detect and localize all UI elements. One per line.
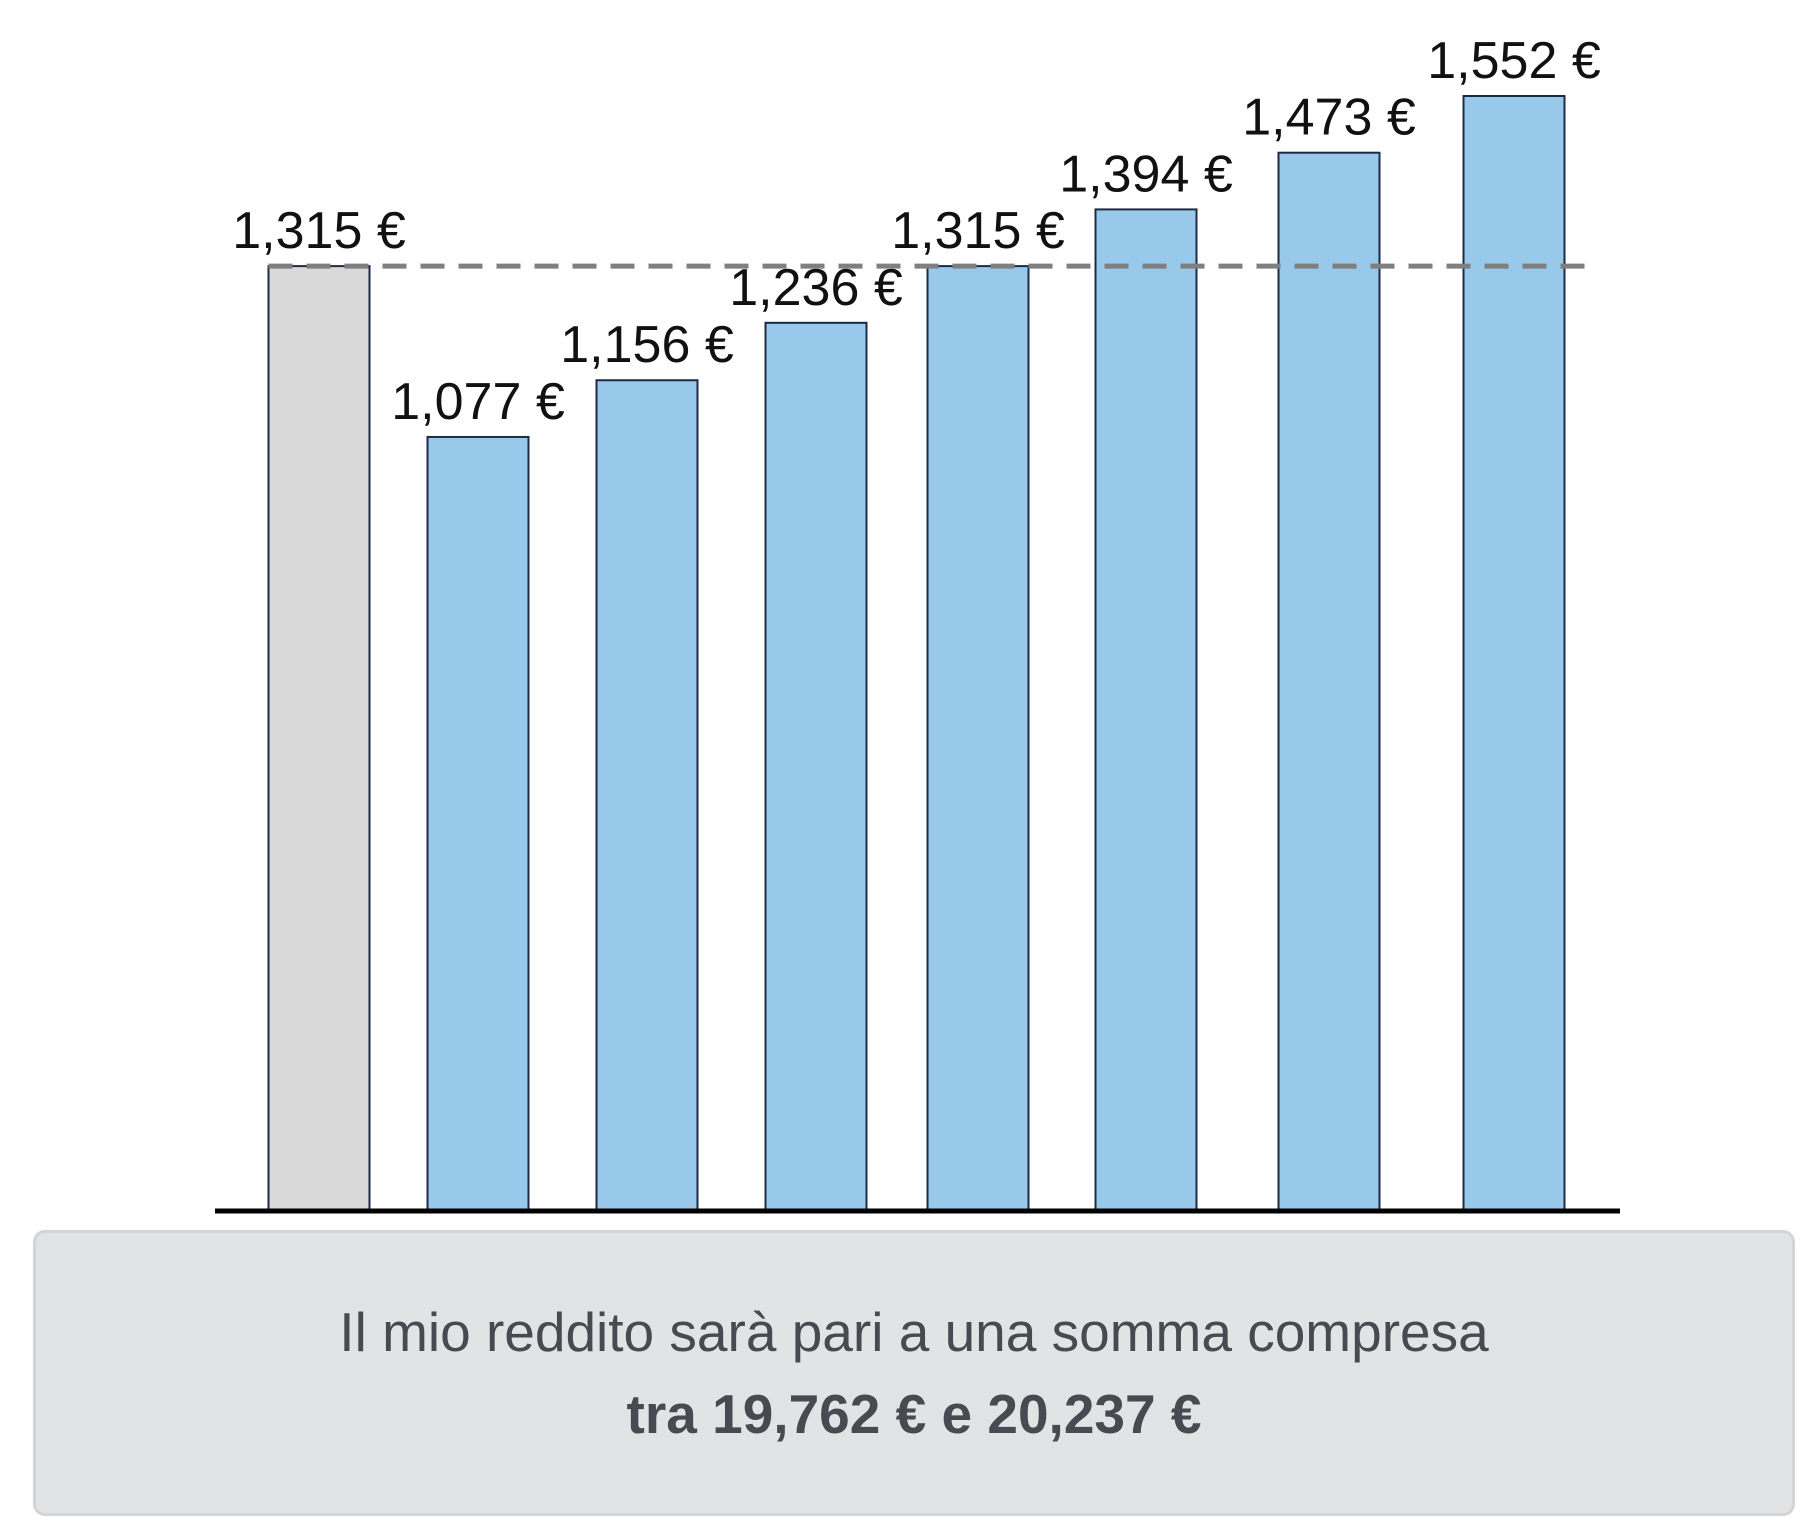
- bars-layer: [267, 95, 1566, 1212]
- bar-3: [595, 379, 699, 1212]
- bar-2: [426, 435, 530, 1212]
- bar-7: [1277, 151, 1381, 1211]
- bar-6: [1094, 208, 1198, 1211]
- bar-value-label-6: 1,394 €: [1059, 145, 1233, 203]
- chart-svg: 1,315 €1,077 €1,156 €1,236 €1,315 €1,394…: [215, 32, 1620, 1214]
- bar-8: [1462, 95, 1566, 1211]
- income-range-box: Il mio reddito sarà pari a una somma com…: [33, 1230, 1795, 1516]
- value-labels-layer: 1,315 €1,077 €1,156 €1,236 €1,315 €1,394…: [232, 32, 1601, 431]
- bar-4: [764, 321, 868, 1211]
- income-range-text: Il mio reddito sarà pari a una somma com…: [339, 1301, 1489, 1363]
- bar-value-label-5: 1,315 €: [891, 202, 1065, 260]
- bar-value-label-2: 1,077 €: [391, 373, 565, 431]
- bar-value-label-1: 1,315 €: [232, 202, 406, 260]
- income-range-values: tra 19,762 € e 20,237 €: [626, 1383, 1202, 1445]
- bar-1: [267, 265, 371, 1211]
- bar-5: [926, 265, 1030, 1211]
- income-bar-chart: 1,315 €1,077 €1,156 €1,236 €1,315 €1,394…: [215, 32, 1620, 1214]
- bar-value-label-3: 1,156 €: [560, 316, 734, 374]
- bar-value-label-8: 1,552 €: [1427, 32, 1601, 90]
- bar-value-label-4: 1,236 €: [729, 259, 903, 317]
- bar-value-label-7: 1,473 €: [1242, 89, 1416, 147]
